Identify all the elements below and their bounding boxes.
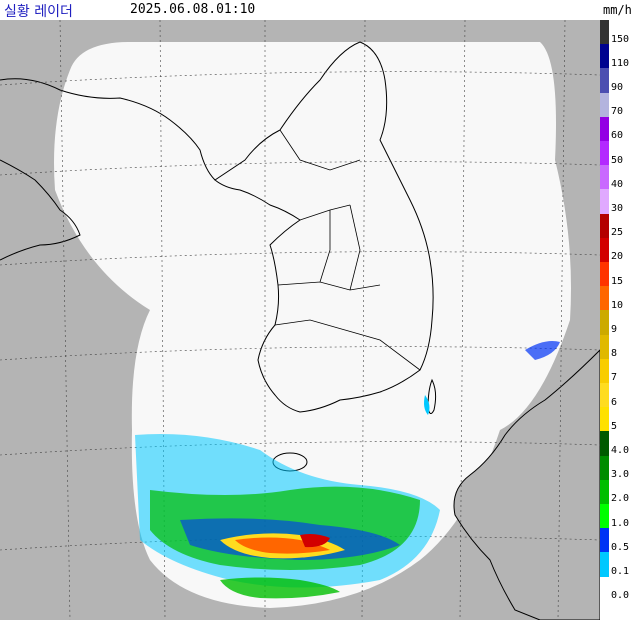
legend-label: 60 (611, 130, 624, 142)
legend-swatch (600, 528, 609, 553)
legend-label: 20 (611, 251, 624, 263)
legend-swatch (600, 479, 609, 504)
observation-timestamp: 2025.06.08.01:10 (130, 2, 256, 17)
unit-label: mm/h (603, 3, 632, 17)
legend-label: 3.0 (611, 469, 630, 481)
legend-swatch (600, 262, 609, 287)
legend-label: 6 (611, 396, 618, 408)
legend-label: 1.0 (611, 517, 630, 529)
tsushima-island (427, 378, 437, 414)
legend-label: 8 (611, 348, 618, 360)
legend-swatch (600, 552, 609, 577)
precipitation-echoes (135, 341, 560, 599)
legend-label: 2.0 (611, 493, 630, 505)
legend-label: 10 (611, 299, 624, 311)
legend-swatch (600, 431, 609, 456)
legend-label: 50 (611, 154, 624, 166)
legend-swatch (600, 141, 609, 166)
legend-label: 40 (611, 178, 624, 190)
radar-map-svg (0, 20, 600, 620)
legend-swatch (600, 68, 609, 93)
legend-label: 25 (611, 227, 624, 239)
precipitation-legend: 150 110 90 70 60 50 40 30 25 20 15 10 9 8 7 6 5 4.0 3.0 2.0… (600, 20, 635, 608)
china-north-coast (0, 78, 216, 181)
header-bar: 실황 레이더 2025.06.08.01:10 mm/h (0, 0, 635, 20)
legend-swatch (600, 286, 609, 311)
legend-swatch (600, 237, 609, 262)
legend-label: 70 (611, 106, 624, 118)
legend-label: 110 (611, 57, 630, 69)
legend-swatch (600, 189, 609, 214)
legend-label: 0.1 (611, 565, 630, 577)
legend-swatch (600, 44, 609, 69)
korea-peninsula-outline (214, 41, 434, 413)
legend-label: 7 (611, 372, 618, 384)
legend-swatch (600, 455, 609, 480)
legend-label: 90 (611, 81, 624, 93)
legend-swatch (600, 383, 609, 408)
legend-label: 9 (611, 323, 618, 335)
legend-label: 5 (611, 420, 618, 432)
legend-swatch (600, 358, 609, 383)
radar-title: 실황 레이더 (4, 4, 73, 20)
legend-swatch (600, 116, 609, 141)
legend-swatch (600, 165, 609, 190)
legend-label: 4.0 (611, 444, 630, 456)
legend-label: 0.0 (611, 590, 630, 602)
west-sea-gray (0, 20, 600, 42)
province-boundaries (274, 129, 421, 371)
legend-swatch (600, 92, 609, 117)
china-coastline (0, 159, 81, 261)
legend-swatch (600, 407, 609, 432)
legend-label: 30 (611, 202, 624, 214)
radar-map[interactable] (0, 20, 600, 620)
legend-swatch (600, 213, 609, 238)
legend-swatch (600, 504, 609, 529)
legend-swatch (600, 20, 609, 45)
legend-swatch (600, 310, 609, 335)
legend-label: 0.5 (611, 541, 630, 553)
legend-swatch (600, 576, 609, 601)
legend-label: 150 (611, 33, 630, 45)
legend-swatch (600, 334, 609, 359)
legend-label: 15 (611, 275, 624, 287)
japan-coastline (453, 349, 600, 620)
